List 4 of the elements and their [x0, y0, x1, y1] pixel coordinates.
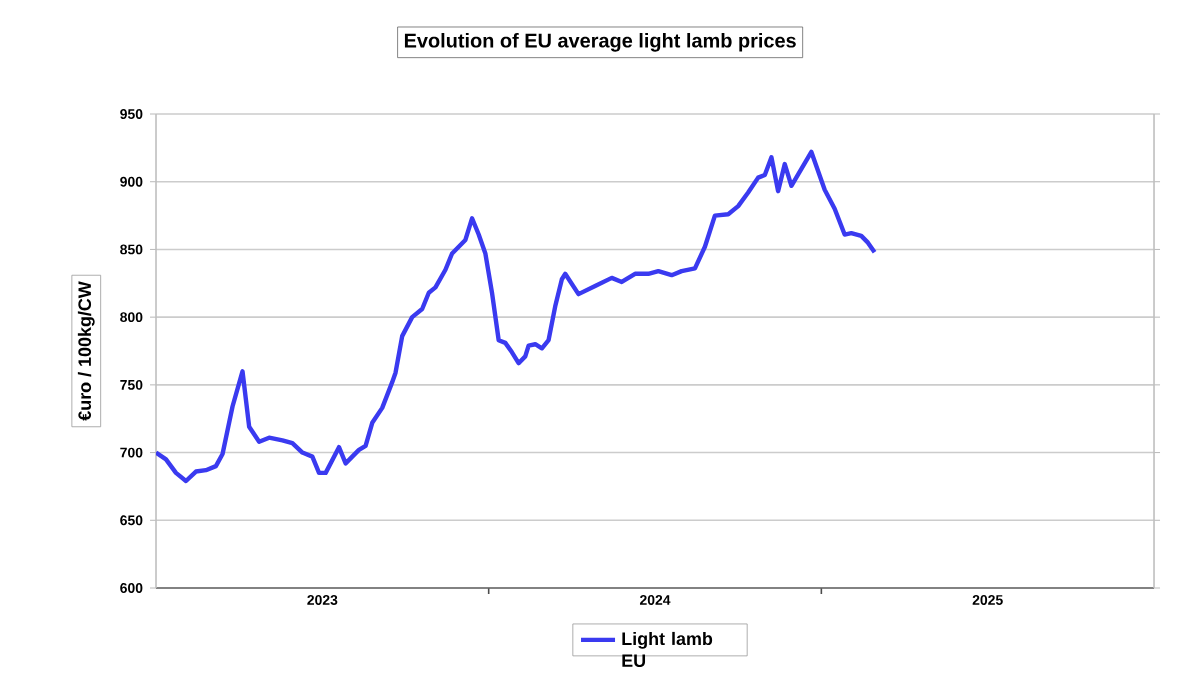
y-axis-title: €uro / 100kg/CW	[77, 281, 95, 421]
legend-label: Light lamb EU	[622, 631, 713, 668]
line-series	[156, 149, 877, 484]
chart-title: Evolution of EU average light lamb prices	[404, 32, 796, 52]
